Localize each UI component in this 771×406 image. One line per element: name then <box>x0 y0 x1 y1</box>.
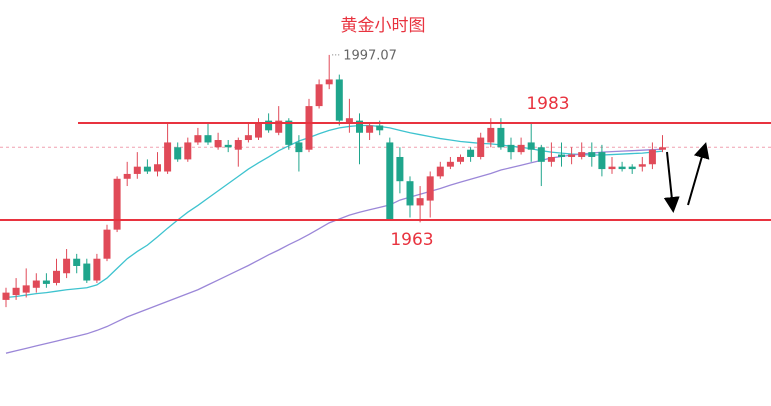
chart-title: 黄金小时图 <box>341 16 426 36</box>
candle-body <box>93 258 101 281</box>
candle-body <box>335 79 343 121</box>
candle-body <box>194 135 202 143</box>
level-label: 1963 <box>390 230 433 250</box>
candle-body <box>487 127 495 143</box>
candle-body <box>63 258 71 274</box>
candle-body <box>224 144 232 148</box>
candle-body <box>568 154 576 157</box>
candle-body <box>396 156 404 182</box>
candle-body <box>497 127 505 148</box>
candle-body <box>325 79 333 85</box>
candle-body <box>527 142 535 150</box>
candle-body <box>22 285 30 293</box>
candle-body <box>32 280 40 288</box>
moving-average <box>5 124 663 299</box>
candle-body <box>214 140 222 148</box>
level-label: 1983 <box>526 94 569 114</box>
candle-body <box>517 144 525 153</box>
max-label: 1997.07 <box>343 48 397 63</box>
candle-body <box>164 142 172 172</box>
candle-body <box>83 263 91 281</box>
candle-body <box>244 135 252 141</box>
candle-body <box>578 152 586 157</box>
candle-body <box>204 135 212 143</box>
candle-body <box>315 84 323 107</box>
candle-body <box>416 198 424 206</box>
candle-body <box>366 125 374 133</box>
candle-body <box>184 142 192 160</box>
candle-body <box>426 176 434 201</box>
candle-body <box>477 137 485 157</box>
candle-body <box>53 270 60 283</box>
candle-body <box>386 142 394 220</box>
candle-body <box>295 142 303 153</box>
candle-body <box>638 164 646 167</box>
candle-body <box>305 106 313 150</box>
candle-body <box>154 164 161 172</box>
candle-body <box>285 120 293 145</box>
candle-body <box>588 152 596 157</box>
candles-layer <box>2 54 666 308</box>
candle-body <box>12 287 20 296</box>
candle-body <box>113 178 121 230</box>
candle-body <box>376 125 384 131</box>
candle-body <box>123 173 131 179</box>
candle-body <box>174 147 182 160</box>
candle-body <box>255 123 262 138</box>
candle-body <box>537 147 545 162</box>
candle-body <box>467 149 475 157</box>
candle-body <box>103 229 111 259</box>
candle-body <box>436 166 444 177</box>
candle-body <box>73 258 81 266</box>
candle-body <box>265 120 273 131</box>
candle-body <box>275 120 283 133</box>
candle-body <box>628 166 636 170</box>
candle-body <box>356 120 363 133</box>
candle-body <box>2 292 10 300</box>
candle-body <box>345 118 353 124</box>
candle-body <box>234 140 242 150</box>
candle-body <box>446 161 454 167</box>
candle-body <box>558 154 565 157</box>
candle-body <box>648 149 656 165</box>
candle-body <box>507 144 515 153</box>
arrow-down <box>663 151 680 213</box>
candle-body <box>457 156 464 162</box>
candle-body <box>659 147 666 150</box>
candle-body <box>143 166 151 172</box>
candle-body <box>133 166 141 174</box>
candle-body <box>547 156 555 162</box>
candle-body <box>406 181 414 206</box>
candle-body <box>618 166 626 170</box>
candle-body <box>608 166 616 170</box>
candle-body <box>598 152 606 170</box>
arrow-up <box>687 142 710 206</box>
candle-body <box>42 280 50 284</box>
